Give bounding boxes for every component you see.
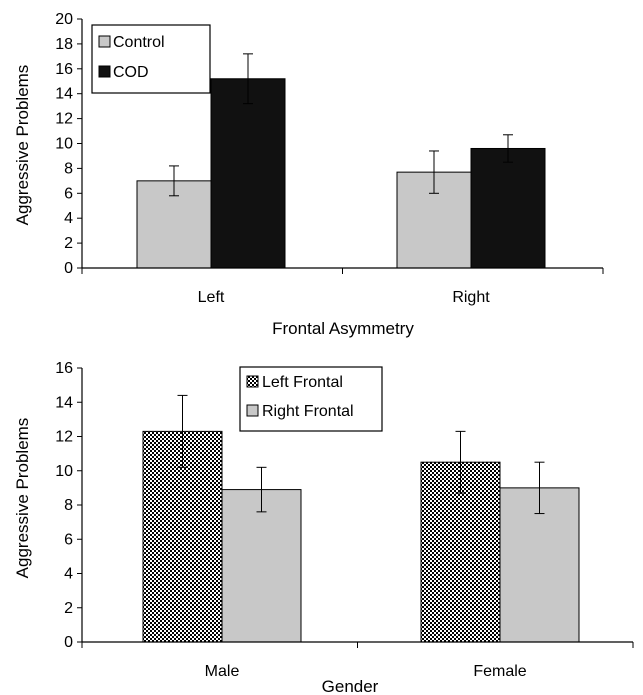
top-y-tick-label: 0 [64, 260, 73, 277]
top-legend-box [91, 24, 211, 94]
bottom-y-tick-label: 12 [55, 429, 73, 446]
top-bar-cod-left [210, 78, 286, 269]
top-y-axis-label: Aggressive Problems [13, 65, 32, 226]
top-bar-cod-right [470, 147, 546, 269]
top-x-tick-label: Left [198, 289, 225, 306]
bottom-y-tick-label: 4 [64, 566, 73, 583]
bottom-y-tick-label: 16 [55, 360, 73, 377]
top-y-tick-label: 4 [64, 210, 73, 227]
legend-swatch-left-frontal [246, 375, 259, 388]
bottom-y-tick-label: 8 [64, 497, 73, 514]
bottom-x-tick-label: Female [473, 663, 526, 680]
bottom-y-tick-label: 2 [64, 600, 73, 617]
legend-swatch-control [98, 35, 111, 48]
bottom-legend-box [239, 366, 383, 432]
top-y-tick-label: 16 [55, 61, 73, 78]
bottom-chart: Aggressive Problems Gender 0 2 4 6 8 10 12 14 16… [13, 360, 634, 695]
top-y-tick-label: 18 [55, 36, 73, 53]
top-legend: Control COD [91, 24, 211, 94]
bottom-x-axis-label: Gender [322, 677, 379, 695]
bottom-y-tick-label: 6 [64, 531, 73, 548]
bottom-legend: Left Frontal Right Frontal [239, 366, 383, 432]
legend-swatch-cod [98, 65, 111, 78]
bottom-x-tick-label: Male [205, 663, 240, 680]
top-x-axis-label: Frontal Asymmetry [272, 319, 414, 338]
bottom-y-tick-label: 0 [64, 634, 73, 651]
top-y-tick-label: 20 [55, 11, 73, 28]
top-y-tick-label: 14 [55, 86, 73, 103]
top-chart: Aggressive Problems Frontal Asymmetry 0 2… [13, 11, 604, 338]
legend-swatch-right-frontal [246, 404, 259, 417]
top-y-tick-label: 12 [55, 111, 73, 128]
legend-label-cod: COD [113, 64, 149, 81]
bottom-y-tick-label: 10 [55, 463, 73, 480]
legend-label-control: Control [113, 34, 165, 51]
top-y-tick-label: 6 [64, 185, 73, 202]
legend-label-right-frontal: Right Frontal [262, 403, 354, 420]
bottom-y-tick-label: 14 [55, 394, 73, 411]
top-y-tick-label: 10 [55, 136, 73, 153]
top-y-tick-label: 8 [64, 160, 73, 177]
bottom-y-axis-label: Aggressive Problems [13, 418, 32, 579]
legend-label-left-frontal: Left Frontal [262, 374, 343, 391]
top-x-tick-label: Right [452, 289, 490, 306]
bottom-bar-right-frontal-male [221, 489, 302, 643]
top-y-tick-label: 2 [64, 235, 73, 252]
